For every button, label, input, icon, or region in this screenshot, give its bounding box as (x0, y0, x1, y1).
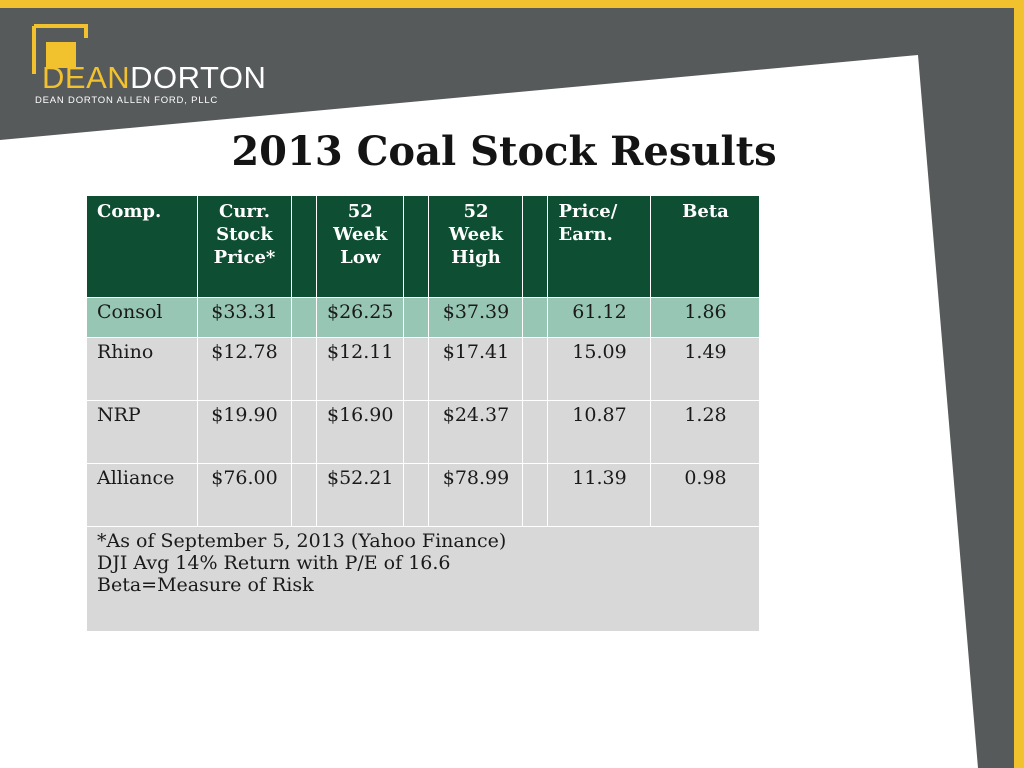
logo-word-dorton: DORTON (130, 60, 267, 95)
header-52-week-high: 52 Week High (428, 195, 524, 298)
cell-high: $24.37 (428, 400, 524, 464)
cell-spacer (522, 297, 549, 338)
cell-high: $17.41 (428, 337, 524, 401)
cell-pe: 10.87 (547, 400, 652, 464)
header-company: Comp. (86, 195, 198, 298)
cell-pe: 15.09 (547, 337, 652, 401)
header-price-earnings: Price/Earn. (547, 195, 652, 298)
logo-wordmark: DEANDORTON (42, 62, 266, 93)
right-accent-bar (1014, 0, 1024, 768)
cell-spacer (522, 337, 549, 401)
cell-spacer (291, 297, 317, 338)
cell-company: Consol (86, 297, 198, 338)
slide-title: 2013 Coal Stock Results (231, 128, 777, 175)
stock-table: Comp. Curr. Stock Price* 52 Week Low 52 Week H… (85, 195, 761, 632)
cell-spacer (291, 337, 317, 401)
note-line: *As of September 5, 2013 (Yahoo Finance) (97, 530, 507, 552)
cell-low: $26.25 (315, 297, 405, 338)
cell-price: $19.90 (197, 400, 292, 464)
header-52-week-low: 52 Week Low (315, 195, 405, 298)
cell-spacer (522, 400, 549, 464)
cell-pe: 61.12 (547, 297, 652, 338)
cell-spacer (403, 400, 430, 464)
cell-company: Rhino (86, 337, 198, 401)
table-header-row: Comp. Curr. Stock Price* 52 Week Low 52 Week H… (86, 195, 761, 298)
company-logo: DEANDORTON (32, 24, 292, 114)
cell-spacer (291, 400, 317, 464)
cell-high: $37.39 (428, 297, 524, 338)
header-spacer (291, 195, 317, 298)
cell-price: $33.31 (197, 297, 292, 338)
cell-company: Alliance (86, 463, 198, 527)
top-accent-bar (0, 0, 1024, 8)
cell-low: $16.90 (315, 400, 405, 464)
table-row: Rhino $12.78 $12.11 $17.41 15.09 1.49 (86, 337, 761, 401)
table-notes: *As of September 5, 2013 (Yahoo Finance)… (85, 526, 761, 632)
table-row: Alliance $76.00 $52.21 $78.99 11.39 0.98 (86, 463, 761, 527)
cell-spacer (403, 337, 430, 401)
cell-company: NRP (86, 400, 198, 464)
cell-low: $52.21 (315, 463, 405, 527)
header-spacer (522, 195, 549, 298)
table-row: NRP $19.90 $16.90 $24.37 10.87 1.28 (86, 400, 761, 464)
logo-subtitle: DEAN DORTON ALLEN FORD, PLLC (35, 95, 219, 106)
table-row: Consol $33.31 $26.25 $37.39 61.12 1.86 (86, 297, 761, 338)
cell-high: $78.99 (428, 463, 524, 527)
cell-beta: 1.28 (650, 400, 761, 464)
logo-mark-icon (32, 24, 88, 74)
cell-spacer (291, 463, 317, 527)
note-line: DJI Avg 14% Return with P/E of 16.6 (97, 552, 451, 574)
logo-word-dean: DEAN (42, 60, 131, 95)
cell-pe: 11.39 (547, 463, 652, 527)
header-price: Curr. Stock Price* (197, 195, 292, 298)
cell-beta: 1.49 (650, 337, 761, 401)
cell-spacer (403, 297, 430, 338)
header-spacer (403, 195, 430, 298)
header-beta: Beta (650, 195, 761, 298)
cell-low: $12.11 (315, 337, 405, 401)
cell-beta: 0.98 (650, 463, 761, 527)
table-notes-row: *As of September 5, 2013 (Yahoo Finance)… (85, 526, 761, 632)
cell-price: $76.00 (197, 463, 292, 527)
cell-price: $12.78 (197, 337, 292, 401)
note-line: Beta=Measure of Risk (97, 574, 314, 596)
cell-beta: 1.86 (650, 297, 761, 338)
cell-spacer (403, 463, 430, 527)
cell-spacer (522, 463, 549, 527)
